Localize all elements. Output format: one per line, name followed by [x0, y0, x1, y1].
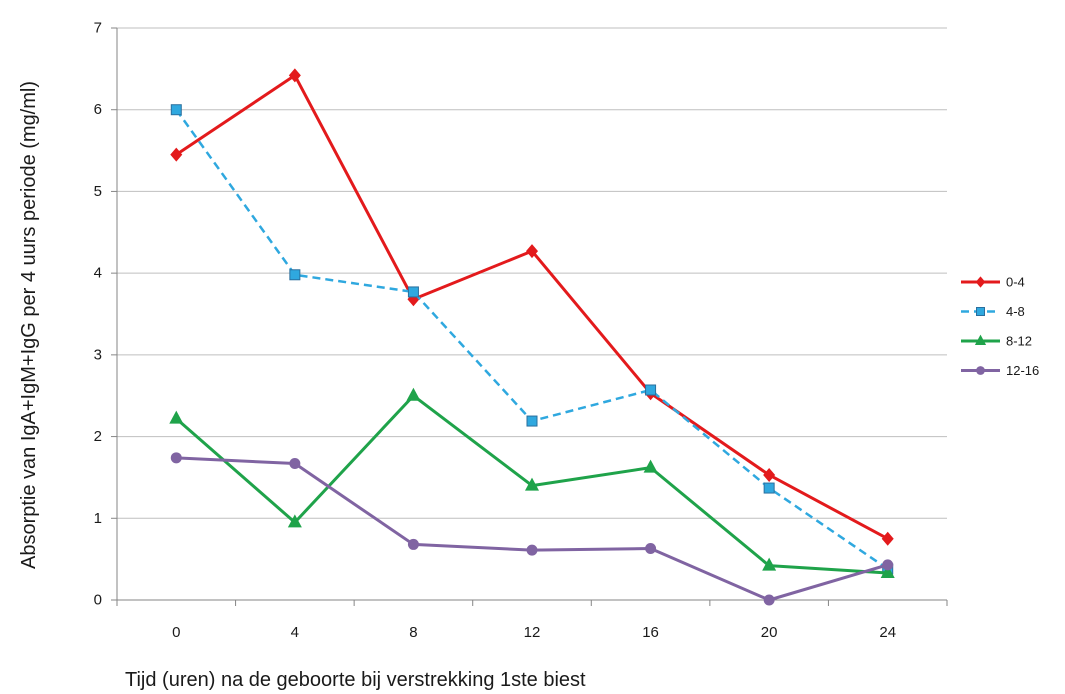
- data-point-marker: [645, 543, 657, 555]
- series-0-4: [170, 68, 894, 546]
- data-point-marker: [169, 410, 184, 424]
- series-group: [169, 68, 895, 606]
- x-tick-label: 16: [642, 624, 659, 641]
- legend-label: 0-4: [1006, 275, 1025, 290]
- triangle-icon: [974, 334, 987, 345]
- series-8-12: [169, 387, 895, 579]
- y-tick-label: 3: [94, 346, 102, 363]
- legend-label: 12-16: [1006, 363, 1039, 378]
- data-point-marker: [288, 68, 301, 83]
- data-point-marker: [763, 594, 775, 606]
- data-point-marker: [763, 467, 776, 482]
- x-tick-label: 20: [761, 624, 778, 641]
- legend-label: 4-8: [1006, 304, 1025, 319]
- data-point-marker: [645, 384, 657, 396]
- legend-item: 4-8: [961, 304, 1025, 319]
- y-tick-label: 2: [94, 428, 102, 445]
- series-4-8: [170, 104, 894, 575]
- x-tick-label: 8: [409, 624, 417, 641]
- y-tick-label: 6: [94, 101, 102, 118]
- data-point-marker: [525, 477, 539, 491]
- data-point-marker: [526, 544, 538, 556]
- x-tick-label: 4: [291, 624, 299, 641]
- y-tick-label: 7: [94, 20, 102, 37]
- data-point-marker: [643, 459, 658, 473]
- data-point-marker: [170, 104, 182, 116]
- x-tick-label: 12: [524, 624, 541, 641]
- data-point-marker: [526, 244, 538, 259]
- y-tick-label: 0: [94, 592, 102, 609]
- y-axis-title: Absorptie van IgA+IgM+IgG per 4 uurs per…: [18, 81, 40, 569]
- y-tick-label: 4: [94, 265, 102, 282]
- data-point-marker: [526, 415, 538, 427]
- square-icon: [976, 307, 985, 316]
- data-point-marker: [763, 482, 775, 494]
- data-point-marker: [170, 452, 182, 464]
- data-point-marker: [881, 531, 894, 546]
- circle-icon: [976, 366, 985, 375]
- data-point-marker: [287, 514, 302, 528]
- legend-item: 12-16: [961, 363, 1039, 378]
- series-line: [175, 73, 889, 541]
- data-point-marker: [406, 387, 421, 401]
- diamond-icon: [975, 276, 986, 288]
- x-axis-title: Tijd (uren) na de geboorte bij verstrekk…: [125, 669, 586, 691]
- x-tick-label: 24: [879, 624, 896, 641]
- data-point-marker: [762, 557, 777, 571]
- y-tick-label: 5: [94, 183, 102, 200]
- data-point-marker: [289, 269, 301, 281]
- y-tick-label: 1: [94, 510, 102, 527]
- series-line: [175, 108, 889, 570]
- series-12-16: [170, 452, 894, 606]
- legend-label: 8-12: [1006, 334, 1032, 349]
- legend-item: 0-4: [961, 275, 1025, 290]
- x-tick-label: 0: [172, 624, 180, 641]
- legend-item: 8-12: [961, 334, 1032, 349]
- data-point-marker: [407, 286, 419, 298]
- data-point-marker: [170, 147, 183, 162]
- data-point-marker: [882, 559, 894, 571]
- legend: 0-4 4-8 8-12 12-16: [961, 275, 1039, 378]
- data-point-marker: [407, 538, 419, 550]
- data-point-marker: [289, 458, 301, 470]
- data-point-marker: [880, 565, 895, 579]
- gridlines: [117, 27, 947, 519]
